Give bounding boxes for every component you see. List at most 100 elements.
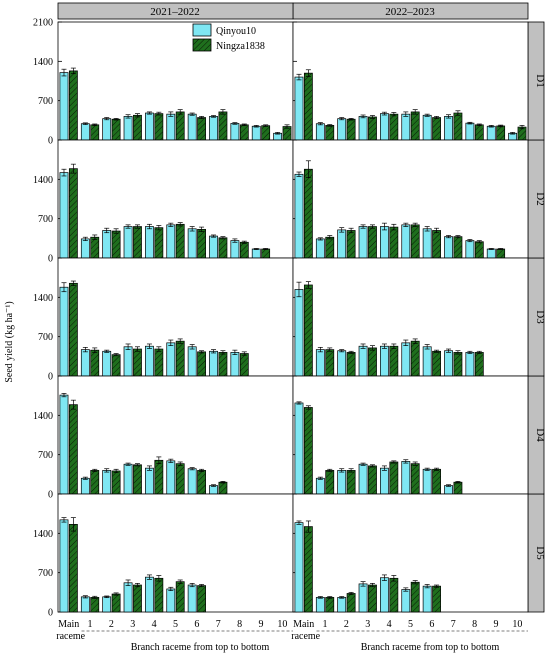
bar-qinyou10-6 [422,468,432,495]
bar-ningza1838-5 [175,223,185,259]
bar-qinyou10-6 [422,228,432,259]
bar-qinyou10-8 [465,122,475,141]
y-tick-label: 0 [48,254,53,265]
bar-ningza1838-4 [389,226,399,259]
bar-ningza1838-4 [154,459,164,495]
bar-ningza1838-5 [410,340,420,377]
bar-ningza1838-2 [111,593,121,613]
x-tick-label: raceme [56,631,85,642]
bar-ningza1838-5 [410,581,420,613]
bar-qinyou10-0 [59,519,69,613]
bar-qinyou10-4 [145,576,154,613]
bar-qinyou10-0 [294,289,304,377]
panel-D4-1 [292,375,529,495]
bar-ningza1838-3 [133,348,142,377]
x-tick-label: 3 [130,619,135,630]
row-label: D3 [534,310,546,324]
bar-ningza1838-6 [432,468,441,495]
bar-qinyou10-1 [80,123,90,141]
bar-ningza1838-0 [303,72,313,141]
bar-qinyou10-8 [465,240,475,259]
bar-ningza1838-2 [346,118,356,141]
bar-ningza1838-0 [68,168,78,259]
y-tick-label: 1400 [33,293,53,304]
bar-ningza1838-1 [90,349,100,377]
bar-qinyou10-1 [80,238,90,259]
bar-qinyou10-4 [380,226,389,259]
panel-frame [292,493,529,613]
bar-ningza1838-1 [325,236,335,259]
x-tick-label: raceme [291,631,320,642]
bar-qinyou10-0 [59,72,69,141]
bar-qinyou10-9 [486,125,496,141]
bar-ningza1838-6 [432,117,441,141]
bar-ningza1838-0 [68,70,78,141]
bar-ningza1838-0 [68,523,78,613]
panel-D4-0: 0 700 1400 [33,375,294,501]
bar-ningza1838-7 [453,112,463,141]
bar-qinyou10-0 [59,394,69,495]
bar-ningza1838-1 [90,597,100,613]
legend: Qinyou10 Ningza1838 [192,23,265,52]
y-tick-label: 0 [48,372,53,383]
bar-qinyou10-3 [358,463,368,495]
y-tick-label: 700 [38,568,53,579]
bar-qinyou10-4 [380,467,389,495]
bar-qinyou10-2 [337,118,347,141]
y-tick-label: 1400 [33,411,53,422]
bar-ningza1838-0 [68,404,78,495]
x-tick-label: 3 [365,619,370,630]
bar-ningza1838-5 [410,224,420,259]
bar-qinyou10-7 [209,235,218,259]
x-axis-label: Branch raceme from top to bottom [361,642,500,653]
y-tick-label: 700 [38,332,53,343]
bar-qinyou10-2 [102,350,112,377]
bar-ningza1838-2 [111,230,121,259]
bar-qinyou10-0 [294,173,304,259]
bar-ningza1838-9 [496,248,506,259]
x-tick-label: 5 [408,619,413,630]
x-tick-label: 10 [277,619,287,630]
bar-qinyou10-2 [102,230,112,259]
bar-ningza1838-8 [239,124,249,141]
bar-qinyou10-7 [209,116,218,141]
bar-qinyou10-2 [102,470,112,495]
bar-ningza1838-5 [175,111,185,141]
bar-ningza1838-9 [496,125,506,141]
bar-qinyou10-7 [209,350,218,377]
bar-ningza1838-1 [90,236,100,259]
bar-qinyou10-5 [401,224,411,259]
bar-qinyou10-4 [145,345,154,377]
bar-qinyou10-2 [337,229,347,259]
bar-qinyou10-5 [401,342,411,377]
bar-ningza1838-1 [325,470,335,495]
y-tick-label: 0 [48,136,53,147]
bar-ningza1838-1 [325,597,335,613]
bar-ningza1838-6 [432,585,441,613]
bar-qinyou10-8 [230,240,240,259]
bar-ningza1838-6 [197,228,206,259]
column-label: 2022–2023 [385,6,435,18]
legend-swatch-qinyou10 [192,23,212,37]
bar-ningza1838-2 [346,352,356,377]
bar-ningza1838-5 [175,463,185,495]
bar-qinyou10-5 [166,460,176,495]
bar-qinyou10-4 [145,467,154,495]
bar-ningza1838-6 [432,350,441,377]
bar-ningza1838-1 [90,470,100,495]
x-tick-label: 2 [109,619,114,630]
panel-D5-0: 0 700 1400 [33,493,294,619]
panel-D2-0: 0 700 1400 [33,139,294,265]
bar-ningza1838-0 [303,526,313,613]
bar-ningza1838-4 [154,577,164,613]
bar-ningza1838-3 [368,226,377,259]
bar-qinyou10-6 [422,346,432,377]
x-tick-label: 8 [472,619,477,630]
bar-ningza1838-4 [389,461,399,495]
bar-ningza1838-5 [175,581,185,613]
bar-ningza1838-0 [68,282,78,377]
bar-qinyou10-1 [80,596,90,613]
panel-D3-0: 0 700 1400 [33,257,294,383]
